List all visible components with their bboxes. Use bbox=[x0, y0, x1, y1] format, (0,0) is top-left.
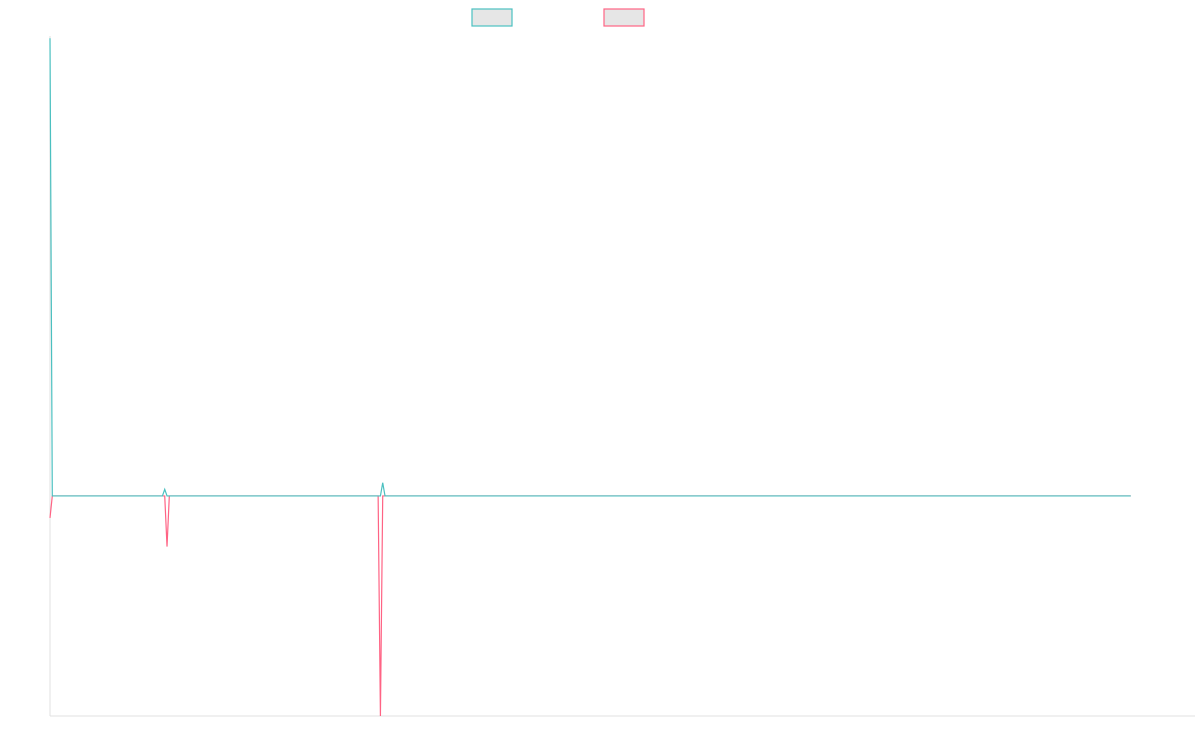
series-layer bbox=[49, 38, 1131, 717]
series-line-1 bbox=[49, 38, 1131, 497]
legend bbox=[471, 8, 645, 27]
legend-swatch-1[interactable] bbox=[471, 8, 513, 27]
series-line-2 bbox=[49, 495, 1131, 717]
legend-swatch-2[interactable] bbox=[603, 8, 645, 27]
axes bbox=[49, 36, 1195, 717]
